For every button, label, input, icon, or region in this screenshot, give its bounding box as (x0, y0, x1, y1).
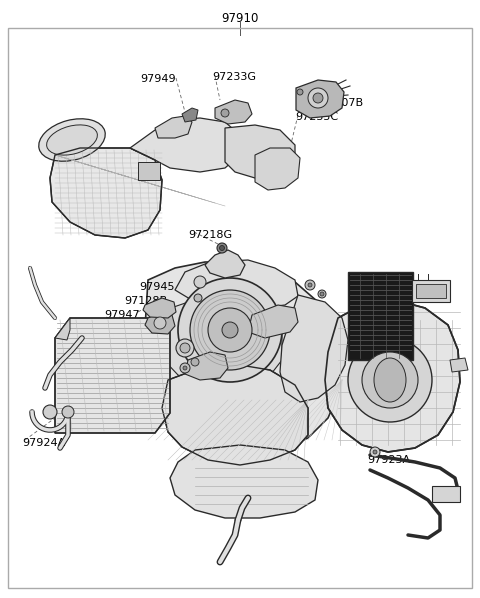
Circle shape (362, 352, 418, 408)
Text: 97233G: 97233G (212, 72, 256, 82)
Ellipse shape (39, 119, 105, 161)
Polygon shape (248, 305, 298, 338)
Circle shape (154, 317, 166, 329)
Bar (348, 272, 413, 360)
Text: 97235C: 97235C (295, 112, 338, 122)
Circle shape (222, 322, 238, 338)
Circle shape (62, 406, 74, 418)
Text: 97927: 97927 (355, 285, 391, 295)
Polygon shape (225, 125, 295, 178)
Polygon shape (175, 260, 298, 308)
Bar (416, 284, 446, 298)
Circle shape (43, 405, 57, 419)
Text: 97947: 97947 (104, 310, 140, 320)
Polygon shape (155, 116, 192, 138)
Circle shape (221, 109, 229, 117)
Polygon shape (255, 148, 300, 190)
Text: 97128B: 97128B (124, 296, 167, 306)
Polygon shape (182, 108, 198, 122)
Circle shape (320, 292, 324, 296)
Polygon shape (450, 358, 468, 372)
Text: 97218G: 97218G (188, 230, 232, 240)
Polygon shape (170, 445, 318, 518)
Circle shape (180, 343, 190, 353)
Circle shape (180, 363, 190, 373)
Text: 97207B: 97207B (320, 98, 363, 108)
Circle shape (191, 358, 199, 366)
Polygon shape (215, 100, 252, 124)
Polygon shape (130, 118, 240, 172)
Polygon shape (185, 352, 228, 380)
Ellipse shape (47, 125, 97, 155)
Circle shape (318, 290, 326, 298)
Circle shape (178, 278, 282, 382)
Circle shape (194, 294, 202, 302)
Text: 97913A: 97913A (180, 460, 223, 470)
Polygon shape (145, 262, 342, 455)
Circle shape (183, 366, 187, 370)
Text: 97949: 97949 (140, 74, 176, 84)
Circle shape (176, 339, 194, 357)
Bar (432, 486, 460, 502)
Circle shape (308, 88, 328, 108)
Polygon shape (280, 295, 348, 402)
Text: 97926: 97926 (86, 323, 122, 333)
Text: 97925: 97925 (93, 390, 129, 400)
Circle shape (190, 290, 270, 370)
Circle shape (194, 276, 206, 288)
Polygon shape (145, 312, 175, 334)
Polygon shape (325, 300, 460, 452)
Circle shape (373, 450, 377, 454)
Text: 97916: 97916 (408, 285, 444, 295)
Circle shape (217, 243, 227, 253)
Circle shape (297, 89, 303, 95)
Circle shape (208, 308, 252, 352)
Text: 97224A: 97224A (183, 365, 226, 375)
Polygon shape (160, 298, 282, 385)
Circle shape (308, 283, 312, 287)
Circle shape (305, 280, 315, 290)
Text: 97945: 97945 (140, 282, 175, 292)
Polygon shape (296, 80, 344, 118)
Text: 97923A: 97923A (367, 455, 410, 465)
Polygon shape (50, 148, 162, 238)
Text: 97924A: 97924A (22, 438, 65, 448)
Bar (138, 162, 160, 180)
Text: 97910: 97910 (221, 12, 259, 25)
Polygon shape (143, 298, 176, 318)
Ellipse shape (374, 358, 406, 402)
Polygon shape (55, 318, 70, 340)
Circle shape (348, 338, 432, 422)
Circle shape (219, 246, 225, 251)
Text: 97067: 97067 (186, 323, 221, 333)
Text: 97176E: 97176E (276, 318, 318, 328)
Polygon shape (205, 250, 245, 278)
Circle shape (370, 447, 380, 457)
Polygon shape (55, 318, 170, 433)
Circle shape (313, 93, 323, 103)
Bar (412, 280, 450, 302)
Polygon shape (162, 365, 308, 465)
